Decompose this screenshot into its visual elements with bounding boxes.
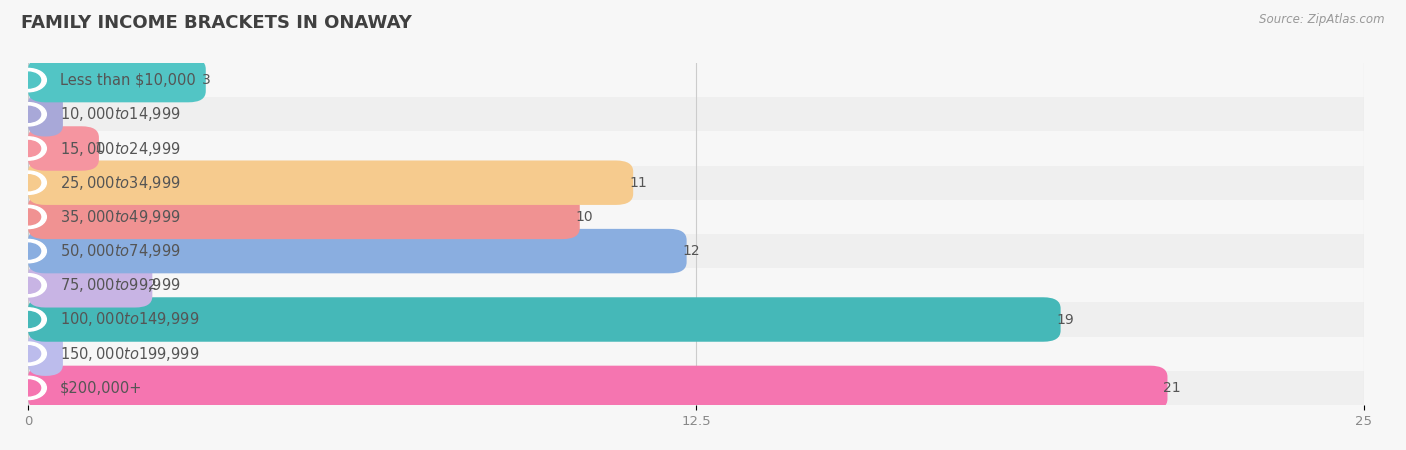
Text: $100,000 to $149,999: $100,000 to $149,999 bbox=[60, 310, 200, 328]
Circle shape bbox=[15, 72, 41, 88]
Circle shape bbox=[15, 277, 41, 293]
Text: 2: 2 bbox=[149, 278, 157, 293]
Text: $150,000 to $199,999: $150,000 to $199,999 bbox=[60, 345, 200, 363]
Circle shape bbox=[15, 346, 41, 362]
FancyBboxPatch shape bbox=[28, 297, 1060, 342]
Text: 12: 12 bbox=[683, 244, 700, 258]
Circle shape bbox=[15, 175, 41, 191]
Text: $35,000 to $49,999: $35,000 to $49,999 bbox=[60, 208, 181, 226]
Circle shape bbox=[10, 171, 46, 194]
FancyBboxPatch shape bbox=[28, 234, 1364, 268]
Text: 1: 1 bbox=[96, 141, 104, 156]
Circle shape bbox=[10, 308, 46, 331]
FancyBboxPatch shape bbox=[28, 268, 1364, 302]
Text: FAMILY INCOME BRACKETS IN ONAWAY: FAMILY INCOME BRACKETS IN ONAWAY bbox=[21, 14, 412, 32]
FancyBboxPatch shape bbox=[28, 92, 63, 136]
Circle shape bbox=[10, 274, 46, 297]
FancyBboxPatch shape bbox=[28, 97, 1364, 131]
Circle shape bbox=[15, 380, 41, 396]
Text: Less than $10,000: Less than $10,000 bbox=[60, 72, 195, 88]
FancyBboxPatch shape bbox=[28, 161, 633, 205]
Text: 3: 3 bbox=[202, 73, 211, 87]
Circle shape bbox=[10, 68, 46, 92]
Text: Source: ZipAtlas.com: Source: ZipAtlas.com bbox=[1260, 14, 1385, 27]
Text: 19: 19 bbox=[1057, 312, 1074, 327]
FancyBboxPatch shape bbox=[28, 263, 152, 307]
Text: $200,000+: $200,000+ bbox=[60, 380, 142, 396]
FancyBboxPatch shape bbox=[28, 58, 205, 102]
FancyBboxPatch shape bbox=[28, 131, 1364, 166]
Circle shape bbox=[10, 205, 46, 229]
Text: 10: 10 bbox=[576, 210, 593, 224]
Circle shape bbox=[10, 137, 46, 160]
FancyBboxPatch shape bbox=[28, 302, 1364, 337]
Circle shape bbox=[10, 239, 46, 263]
Text: $10,000 to $14,999: $10,000 to $14,999 bbox=[60, 105, 181, 123]
Text: $15,000 to $24,999: $15,000 to $24,999 bbox=[60, 140, 181, 158]
Text: $75,000 to $99,999: $75,000 to $99,999 bbox=[60, 276, 181, 294]
FancyBboxPatch shape bbox=[28, 166, 1364, 200]
FancyBboxPatch shape bbox=[28, 366, 1167, 410]
Text: $25,000 to $34,999: $25,000 to $34,999 bbox=[60, 174, 181, 192]
Circle shape bbox=[15, 311, 41, 328]
Text: 11: 11 bbox=[630, 176, 647, 190]
Circle shape bbox=[10, 342, 46, 365]
FancyBboxPatch shape bbox=[28, 332, 63, 376]
Circle shape bbox=[10, 103, 46, 126]
Circle shape bbox=[15, 209, 41, 225]
Text: $50,000 to $74,999: $50,000 to $74,999 bbox=[60, 242, 181, 260]
FancyBboxPatch shape bbox=[28, 229, 686, 273]
Text: 21: 21 bbox=[1164, 381, 1181, 395]
FancyBboxPatch shape bbox=[28, 63, 1364, 97]
FancyBboxPatch shape bbox=[28, 371, 1364, 405]
Circle shape bbox=[10, 376, 46, 400]
Circle shape bbox=[15, 140, 41, 157]
FancyBboxPatch shape bbox=[28, 200, 1364, 234]
FancyBboxPatch shape bbox=[28, 126, 98, 171]
Circle shape bbox=[15, 243, 41, 259]
Circle shape bbox=[15, 106, 41, 122]
FancyBboxPatch shape bbox=[28, 195, 579, 239]
FancyBboxPatch shape bbox=[28, 337, 1364, 371]
